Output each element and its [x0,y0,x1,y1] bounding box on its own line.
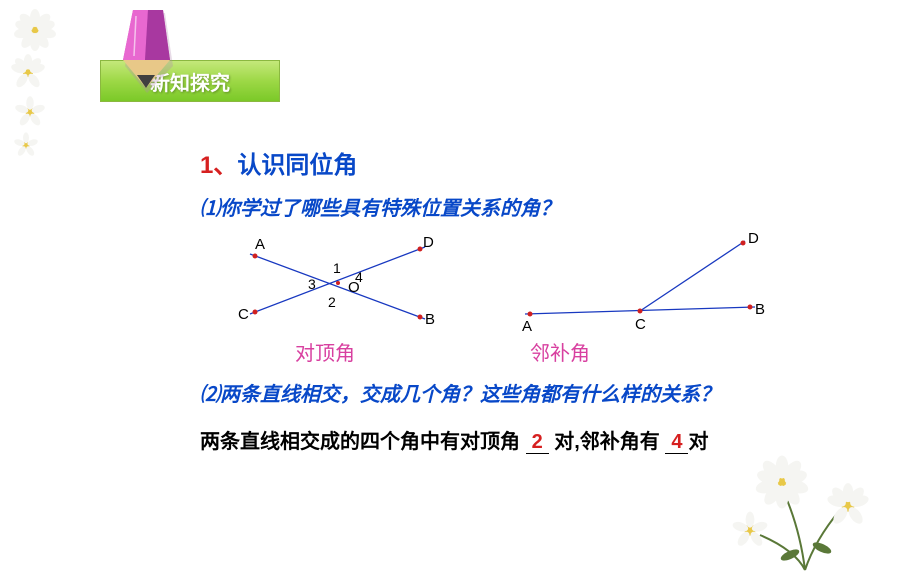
flowers-br-svg [710,440,900,580]
q1-number: ⑴ [200,198,220,220]
q1-text: 你学过了哪些具有特殊位置关系的角？ [220,198,560,220]
question-1: ⑴你学过了哪些具有特殊位置关系的角？ [200,192,880,221]
svg-text:1: 1 [333,260,341,276]
svg-text:C: C [238,306,249,323]
header-area: 新知探究 [0,0,320,120]
q2-number: ⑵ [200,384,220,406]
svg-text:2: 2 [328,294,336,310]
diagram-adjacent-angles: A B C D [522,230,765,335]
fill-2: 4 [665,431,688,454]
diagrams-container: A B C D O 1 2 3 4 A B C D [200,229,880,339]
answer-pre: 两条直线相交成的四个角中有对顶角 [200,431,526,453]
svg-text:A: A [255,236,265,253]
svg-text:A: A [522,318,532,335]
question-2: ⑵两条直线相交，交成几个角？这些角都有什么样的关系？ [200,381,880,409]
fill-1: 2 [526,431,549,454]
svg-text:D: D [748,230,759,247]
flower-decoration-bottomright [710,440,900,585]
answer-post: 对 [688,431,708,453]
diagram-captions: 对顶角 邻补角 [200,337,800,366]
q2-text: 两条直线相交，交成几个角？这些角都有什么样的关系？ [220,384,720,406]
answer-mid: 对,邻补角有 [549,431,666,453]
title-number: 1、 [200,152,237,179]
svg-text:4: 4 [355,269,363,285]
caption-1: 对顶角 [295,337,355,366]
caption-2: 邻补角 [530,337,590,366]
section-title: 1、认识同位角 [200,145,880,180]
svg-text:3: 3 [308,276,316,292]
content-area: 1、认识同位角 ⑴你学过了哪些具有特殊位置关系的角？ A B C D O 1 2 [200,145,880,457]
geometry-diagrams: A B C D O 1 2 3 4 A B C D [200,229,800,339]
flower-decoration-topleft [0,0,130,175]
svg-text:D: D [423,234,434,251]
flowers-svg [0,0,130,170]
title-text: 认识同位角 [237,152,357,179]
svg-text:B: B [425,311,435,328]
svg-text:C: C [635,316,646,333]
diagram-vertical-angles: A B C D O 1 2 3 4 [238,234,435,328]
svg-text:B: B [755,301,765,318]
pencil-icon [115,8,185,108]
